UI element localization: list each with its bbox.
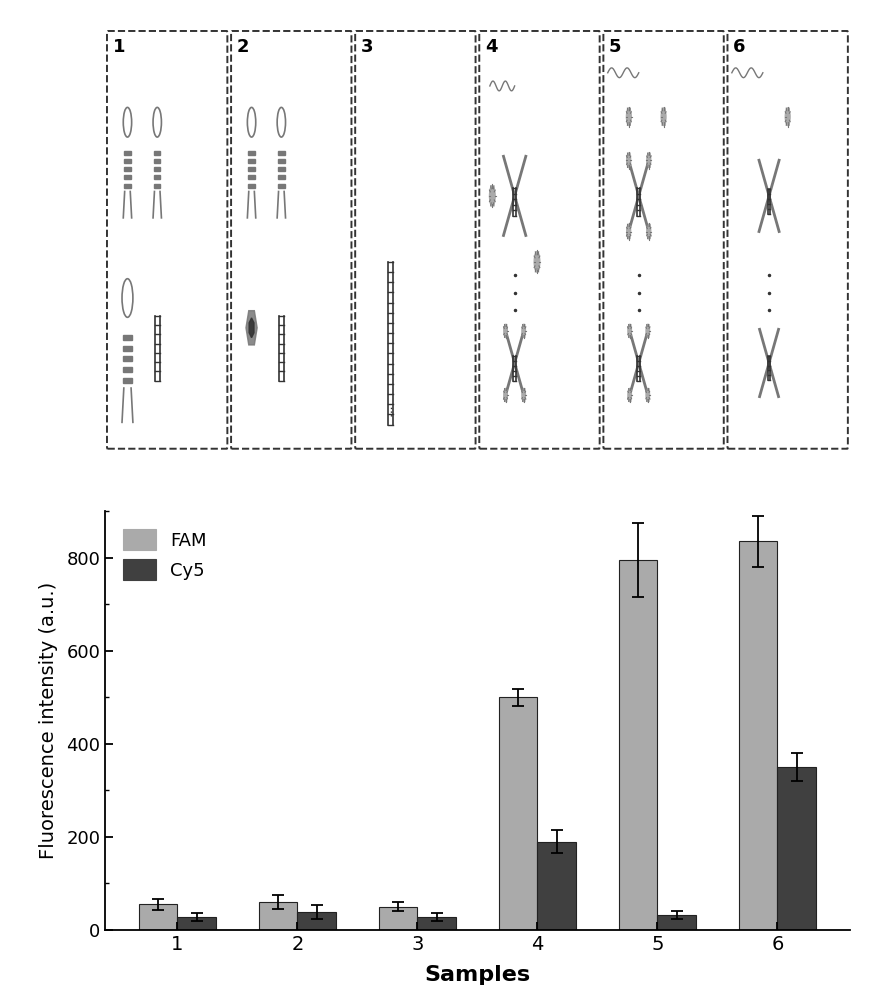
FancyBboxPatch shape [107,31,228,449]
X-axis label: Samples: Samples [424,965,531,985]
FancyBboxPatch shape [727,31,848,449]
Bar [248,159,255,163]
FancyBboxPatch shape [231,31,351,449]
Y-axis label: Fluorescence intensity (a.u.): Fluorescence intensity (a.u.) [39,582,58,859]
Bar [297,912,336,930]
Text: 5: 5 [609,38,621,56]
Bar [739,541,778,930]
Circle shape [626,108,632,126]
FancyBboxPatch shape [604,31,724,449]
Bar [538,842,576,930]
Bar [619,560,658,930]
Bar [278,151,285,155]
Bar [278,159,285,163]
Text: 6: 6 [733,38,745,56]
Bar [124,159,131,163]
Bar [124,378,131,383]
Bar [124,167,131,171]
Bar [778,767,816,930]
Polygon shape [249,318,254,338]
Bar [278,175,285,179]
Bar [248,184,255,188]
Bar [379,907,417,930]
Circle shape [504,324,507,338]
Bar [248,167,255,171]
Circle shape [626,153,631,168]
Bar [124,335,131,340]
Bar [154,175,160,179]
Circle shape [534,251,540,272]
Bar [154,159,160,163]
Circle shape [626,224,631,239]
FancyBboxPatch shape [355,31,476,449]
Circle shape [628,324,632,338]
Text: 3: 3 [361,38,373,56]
Bar [154,151,160,155]
Bar [124,184,131,188]
Bar [139,904,177,930]
Circle shape [504,388,507,402]
Bar [124,356,131,361]
Bar [658,915,696,930]
Polygon shape [246,311,258,345]
Bar [124,367,131,372]
Circle shape [522,388,526,402]
Bar [248,175,255,179]
Legend: FAM, Cy5: FAM, Cy5 [114,520,215,589]
Bar [499,697,538,930]
Bar [177,917,215,930]
Text: 1: 1 [112,38,125,56]
Text: 4: 4 [485,38,498,56]
Circle shape [646,153,651,168]
Circle shape [646,224,651,239]
Circle shape [646,324,650,338]
Circle shape [522,324,526,338]
Bar [124,346,131,351]
Bar [278,184,285,188]
Bar [124,151,131,155]
Bar [259,902,297,930]
Text: 2: 2 [237,38,249,56]
Bar [124,175,131,179]
Bar [417,917,456,930]
Bar [278,167,285,171]
Bar [154,184,160,188]
Circle shape [661,108,666,126]
Circle shape [785,108,790,126]
FancyBboxPatch shape [479,31,600,449]
Bar [248,151,255,155]
Bar [154,167,160,171]
Circle shape [646,388,650,402]
Circle shape [628,388,632,402]
Circle shape [490,185,495,206]
